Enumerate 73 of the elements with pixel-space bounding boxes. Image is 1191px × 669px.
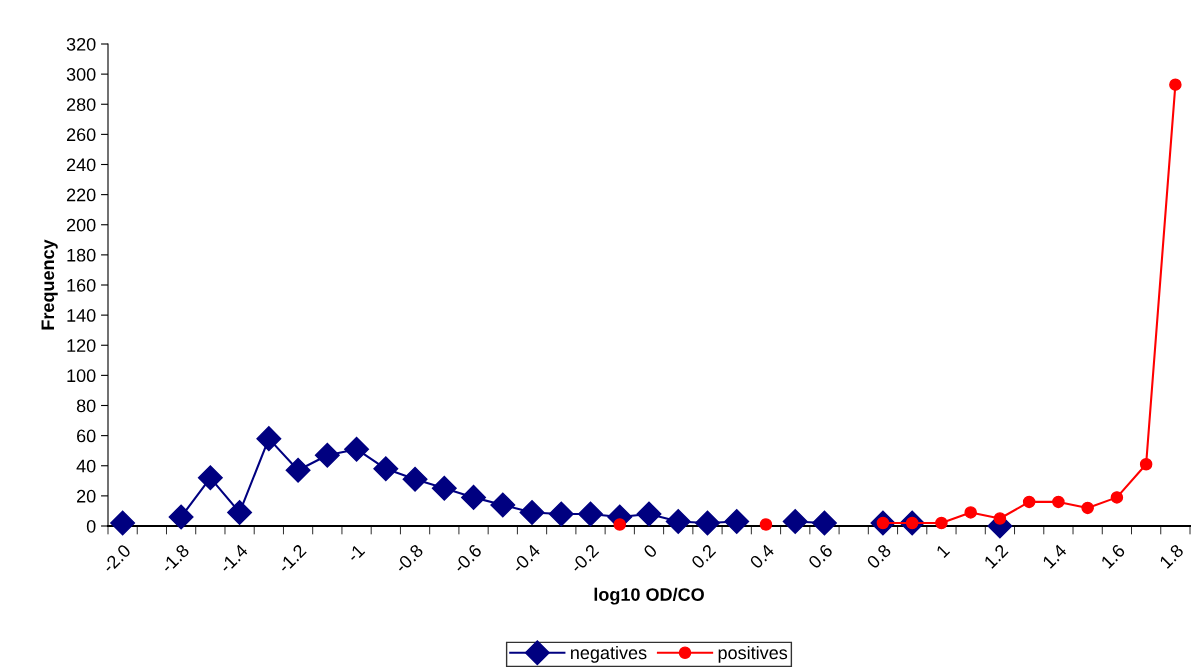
- y-tick-label: 140: [67, 309, 96, 322]
- y-tick-label: 260: [66, 128, 96, 142]
- legend-label: negatives: [571, 645, 647, 663]
- x-tick-label: -0.2: [569, 543, 600, 574]
- point: [665, 509, 691, 534]
- x-tick-label: 1.4: [1042, 543, 1068, 569]
- x-tick-label: 0.8: [866, 543, 892, 570]
- x-tick-label: 0.2: [690, 543, 717, 570]
- point: [490, 492, 516, 518]
- x-tick-label: 1: [935, 543, 951, 559]
- x-tick-label: 0.6: [807, 543, 834, 570]
- x-tick-label: -2.0: [101, 543, 132, 574]
- point: [759, 518, 773, 531]
- point: [1169, 78, 1182, 91]
- point: [613, 518, 627, 531]
- point: [993, 512, 1007, 525]
- x-tick-label: 0.4: [749, 543, 775, 570]
- x-axis-title: log10 OD/CO: [594, 587, 704, 605]
- point: [578, 501, 603, 527]
- x-tick-label: -1.8: [160, 543, 190, 574]
- point: [285, 457, 311, 483]
- y-tick-label: 40: [76, 459, 96, 473]
- y-tick-label: 220: [66, 188, 96, 202]
- point: [548, 501, 574, 527]
- y-tick-label: 120: [67, 339, 96, 352]
- point: [519, 499, 545, 525]
- point: [1110, 491, 1124, 504]
- y-tick-label: 0: [86, 519, 96, 533]
- y-tick-label: 240: [66, 158, 96, 172]
- y-tick-label: 200: [66, 218, 96, 232]
- point: [461, 484, 487, 510]
- x-tick-label: 0: [642, 543, 658, 559]
- x-tick-label: 1.8: [1158, 543, 1185, 569]
- point: [1052, 495, 1065, 509]
- x-tick-label: 1.6: [1100, 543, 1126, 569]
- legend-label: positives: [718, 645, 788, 663]
- y-tick-label: 280: [66, 98, 96, 111]
- y-tick-label: 160: [67, 278, 96, 292]
- point: [1139, 457, 1153, 471]
- point: [227, 499, 253, 525]
- point: [935, 516, 948, 530]
- point: [110, 510, 136, 536]
- point: [782, 509, 808, 534]
- x-tick-label: -0.8: [393, 543, 424, 574]
- y-tick-label: 80: [76, 399, 96, 413]
- x-tick-label: -1.4: [218, 543, 249, 574]
- x-tick-label: -1: [346, 543, 366, 563]
- point: [1081, 501, 1094, 515]
- y-tick-label: 100: [67, 369, 96, 383]
- point: [1022, 495, 1036, 509]
- point: [636, 501, 662, 527]
- y-tick-label: 300: [66, 68, 96, 81]
- y-tick-label: 180: [67, 248, 96, 262]
- x-tick-label: -0.6: [452, 543, 483, 574]
- point: [811, 510, 837, 536]
- y-tick-label: 320: [66, 37, 96, 51]
- x-tick-label: -1.2: [276, 543, 307, 574]
- x-tick-label: 1.2: [983, 543, 1009, 569]
- x-tick-label: -0.4: [510, 543, 542, 574]
- point: [197, 465, 223, 491]
- y-tick-label: 60: [77, 429, 96, 443]
- point: [314, 442, 340, 468]
- point: [256, 426, 282, 452]
- point: [344, 436, 370, 462]
- point: [724, 509, 750, 534]
- point: [168, 504, 194, 530]
- point: [964, 506, 977, 519]
- y-axis-title: Frequency: [41, 239, 58, 330]
- point: [695, 510, 720, 536]
- y-tick-label: 20: [77, 489, 96, 503]
- point: [402, 466, 428, 492]
- point: [431, 475, 457, 501]
- point: [373, 456, 399, 482]
